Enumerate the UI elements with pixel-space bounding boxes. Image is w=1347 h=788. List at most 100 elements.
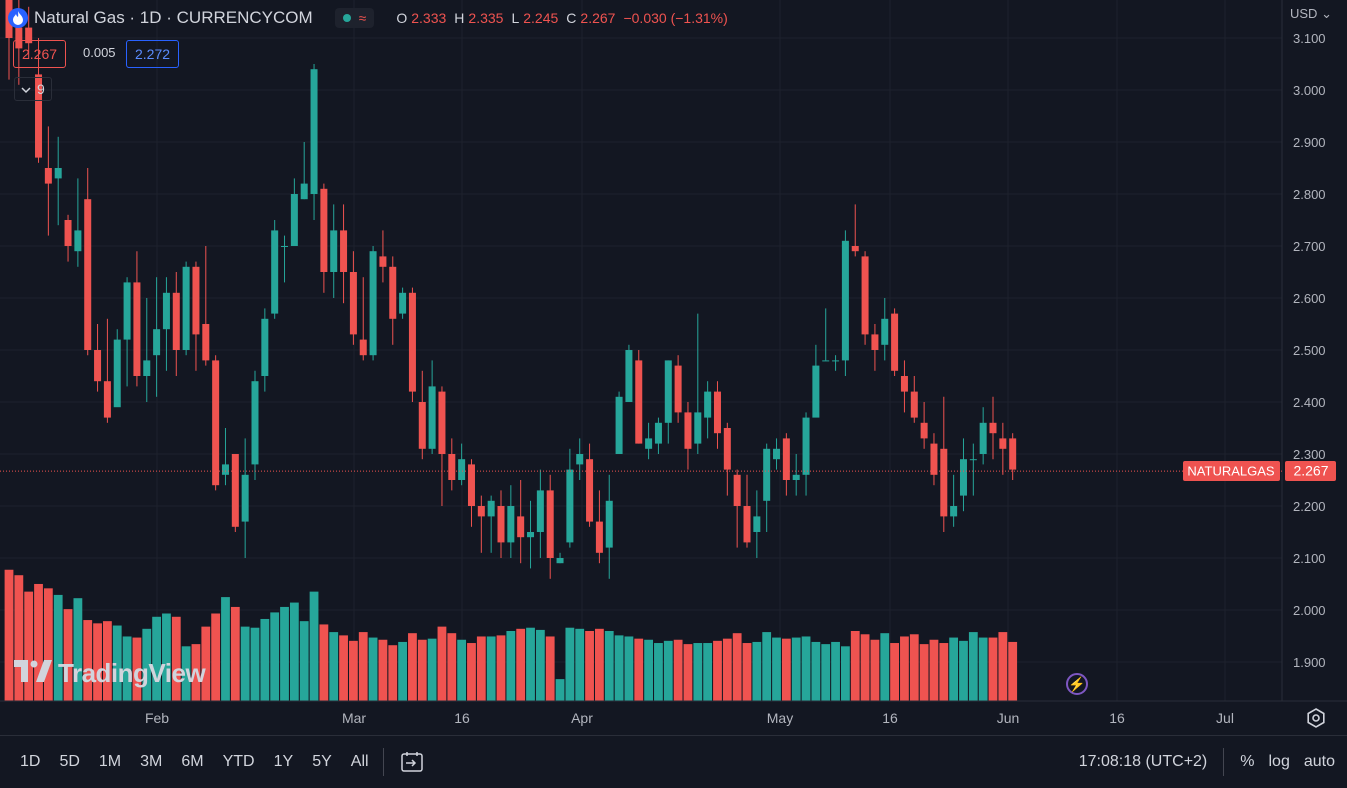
range-1d-button[interactable]: 1D: [20, 753, 41, 770]
indicators-count: 9: [37, 81, 45, 97]
range-6m-button[interactable]: 6M: [181, 753, 204, 770]
last-price-value: 2.267: [1293, 463, 1328, 479]
low-value: 2.245: [523, 10, 559, 26]
volume-bar: [417, 639, 427, 701]
candle-body: [635, 360, 643, 444]
wave-icon: ≈: [358, 10, 367, 26]
candle-body: [438, 391, 446, 454]
candle-body: [35, 74, 43, 158]
buy-price-button[interactable]: 2.272: [126, 40, 180, 68]
volume-bar: [289, 602, 299, 701]
volume-bar: [732, 633, 742, 701]
candle-body: [891, 313, 899, 371]
candle-body: [861, 256, 869, 335]
price-tick-label: 2.200: [1293, 499, 1326, 514]
volume-bar: [221, 597, 230, 701]
volume-bar: [693, 643, 703, 701]
candle-body: [625, 350, 633, 402]
range-ytd-button[interactable]: YTD: [222, 753, 255, 770]
clock-timezone[interactable]: 17:08:18 (UTC+2): [1078, 753, 1208, 770]
candle-body: [349, 272, 357, 335]
candle-body: [300, 183, 308, 200]
auto-scale-toggle[interactable]: auto: [1303, 753, 1335, 770]
volume-bar: [998, 632, 1008, 701]
candle-body: [536, 490, 544, 532]
volume-bar: [53, 594, 63, 701]
volume-bar: [752, 641, 762, 701]
range-all-button[interactable]: All: [350, 753, 369, 770]
candle-body: [792, 474, 800, 480]
volume-bar: [329, 632, 339, 701]
volume-bar: [319, 624, 329, 701]
price-tick-label: 1.900: [1293, 655, 1326, 670]
chart-settings-icon[interactable]: [1305, 707, 1327, 729]
time-tick-label: Jul: [1216, 710, 1234, 726]
candle-body: [458, 459, 466, 480]
currency-select[interactable]: USD ⌄: [1290, 6, 1332, 22]
range-1m-button[interactable]: 1M: [98, 753, 122, 770]
candle-body: [172, 292, 180, 350]
candle-body: [340, 230, 348, 272]
toolbar-divider: [382, 748, 384, 776]
candle-body: [369, 251, 377, 356]
price-tick-label: 2.800: [1293, 187, 1326, 202]
volume-bar: [4, 569, 14, 701]
volume-bar: [644, 639, 653, 701]
volume-bar: [683, 644, 693, 701]
brand-name: TradingView: [58, 658, 206, 688]
time-tick-label: Feb: [145, 710, 169, 726]
symbol-legend: Natural Gas · 1D · CURRENCYCOM ≈ O 2.333 …: [8, 4, 732, 32]
high-label: H: [454, 10, 465, 26]
candle-body: [645, 438, 653, 449]
candle-body: [664, 360, 672, 423]
candle-body: [989, 422, 997, 434]
candle-body: [84, 199, 92, 350]
high-value: 2.335: [468, 10, 504, 26]
time-axis[interactable]: Feb Mar 16 Apr May 16 Jun 16 Jul: [0, 700, 1347, 726]
lightning-icon[interactable]: ⚡: [1066, 673, 1088, 695]
volume-bar: [791, 637, 801, 701]
range-5y-button[interactable]: 5Y: [312, 753, 332, 770]
time-tick-label: 16: [454, 710, 470, 726]
candle-body: [527, 532, 535, 538]
volume-bar: [250, 627, 260, 701]
symbol-title[interactable]: Natural Gas · 1D · CURRENCYCOM: [34, 8, 313, 27]
volume-bar: [368, 637, 378, 701]
candle-body: [418, 402, 426, 449]
range-3m-button[interactable]: 3M: [140, 753, 163, 770]
candle-body: [950, 506, 958, 517]
price-axis[interactable]: 3.100 3.000 2.900 2.800 2.700 2.600 2.500 2.400…: [1281, 0, 1326, 701]
candle-body: [802, 417, 810, 475]
volume-bar: [388, 645, 398, 701]
volume-bar: [663, 640, 673, 701]
candle-body: [851, 246, 859, 252]
candle-body: [408, 292, 416, 392]
volume-bar: [112, 625, 122, 701]
candle-body: [900, 376, 908, 392]
candle-body: [546, 490, 554, 558]
price-tick-label: 2.300: [1293, 447, 1326, 462]
range-1y-button[interactable]: 1Y: [273, 753, 294, 770]
percent-scale-toggle[interactable]: %: [1240, 753, 1255, 770]
time-tick-label: 16: [1109, 710, 1125, 726]
market-status[interactable]: ≈: [334, 8, 375, 28]
volume-bar: [73, 598, 83, 701]
candle-body: [615, 396, 623, 454]
candle-body: [94, 350, 102, 382]
indicators-toggle[interactable]: 9: [14, 77, 52, 101]
sell-price-button[interactable]: 2.267: [13, 40, 67, 68]
volume-bar: [447, 633, 457, 701]
log-scale-toggle[interactable]: log: [1268, 753, 1290, 770]
price-chart[interactable]: 3.100 3.000 2.900 2.800 2.700 2.600 2.500 2.400…: [0, 0, 1347, 735]
candle-body: [517, 516, 525, 538]
volume-bar: [211, 613, 221, 701]
volume-bar: [831, 641, 840, 701]
go-to-date-icon[interactable]: [400, 750, 424, 774]
candle-body: [54, 168, 62, 179]
candle-body: [654, 422, 662, 444]
candle-body: [153, 329, 161, 356]
candle-body: [261, 318, 269, 376]
range-5d-button[interactable]: 5D: [59, 753, 80, 770]
candle-body: [64, 220, 72, 246]
volume-bar: [408, 633, 417, 701]
